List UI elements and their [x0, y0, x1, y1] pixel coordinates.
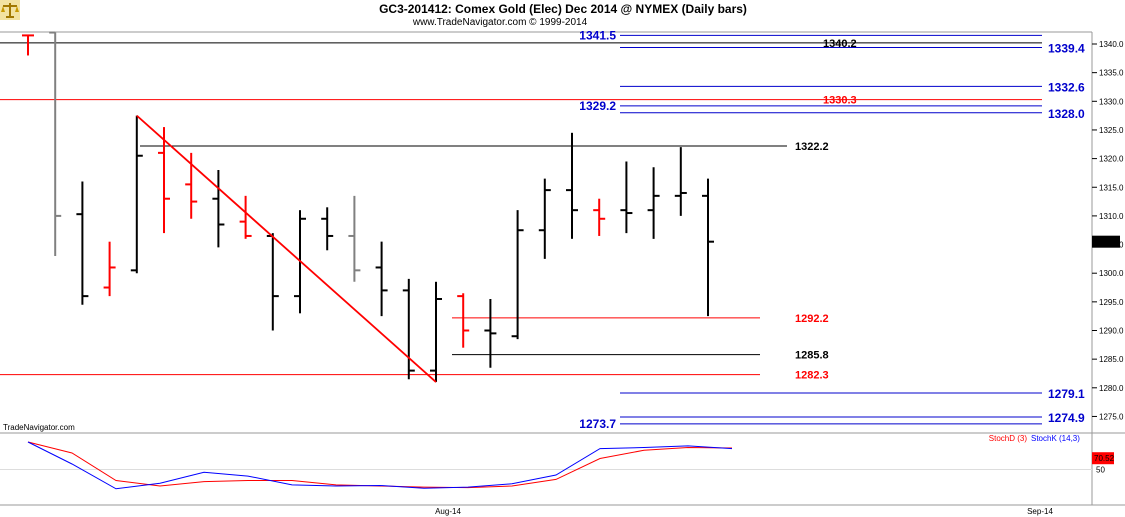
- y-tick-label: 1330.0: [1099, 97, 1124, 106]
- ohlc-bar: [484, 298, 497, 368]
- ohlc-bar: [430, 281, 442, 383]
- y-tick-label: 1280.0: [1099, 384, 1124, 393]
- level-label: 1279.1: [1048, 387, 1085, 401]
- level-label: 1340.2: [823, 38, 857, 50]
- stoch-last-label: 70.52: [1094, 454, 1115, 463]
- ohlc-bar: [647, 167, 660, 239]
- ohlc-bar: [239, 195, 252, 239]
- ohlc-bar: [620, 161, 633, 234]
- level-label: 1330.3: [823, 95, 857, 107]
- y-tick-label: 1300.0: [1099, 269, 1124, 278]
- level-label: 1273.7: [579, 417, 616, 431]
- ohlc-bar: [511, 210, 524, 340]
- y-tick-label: 1320.0: [1099, 155, 1124, 164]
- scales-icon: [0, 0, 20, 20]
- y-tick-label: 1335.0: [1099, 69, 1124, 78]
- level-label: 1282.3: [795, 370, 829, 382]
- y-tick-label: 1290.0: [1099, 327, 1124, 336]
- level-label: 1292.2: [795, 313, 829, 325]
- ohlc-bar: [457, 293, 470, 348]
- ohlc-bar: [103, 241, 116, 297]
- level-label: 1341.5: [579, 28, 616, 42]
- ohlc-bar: [76, 181, 89, 305]
- y-tick-label: 1340.0: [1099, 40, 1124, 49]
- trendline: [136, 114, 437, 383]
- ohlc-bar: [130, 115, 143, 274]
- stoch-last-box: [1092, 452, 1114, 465]
- ohlc-bar: [402, 278, 415, 380]
- y-tick-label: 1315.0: [1099, 183, 1124, 192]
- x-tick-sep: Sep-14: [1027, 507, 1053, 516]
- ohlc-bar: [22, 34, 34, 56]
- ohlc-bar: [674, 147, 687, 216]
- level-label: 1339.4: [1048, 41, 1085, 55]
- y-axis: 1340.0 1335.0 1330.0 1325.0 1320.0 1315.0 1310…: [1092, 40, 1124, 421]
- y-tick-label: 1310.0: [1099, 212, 1124, 221]
- ohlc-bar: [212, 170, 225, 248]
- y-tick-label: 1325.0: [1099, 126, 1124, 135]
- watermark: TradeNavigator.com: [3, 423, 75, 432]
- chart-subtitle: www.TradeNavigator.com © 1999-2014: [412, 17, 588, 28]
- y-tick-label: 1285.0: [1099, 355, 1124, 364]
- stoch-tick-label: 50: [1096, 466, 1105, 475]
- level-label: 1329.2: [579, 99, 616, 113]
- ohlc-bar: [321, 207, 334, 251]
- x-tick-aug: Aug-14: [435, 507, 461, 516]
- ohlc-bar: [702, 178, 714, 317]
- ohlc-bar: [49, 31, 62, 257]
- level-label: 1328.0: [1048, 107, 1085, 121]
- stochastic-panel: StochD (3) StochK (14,3) 70.52 50: [0, 434, 1115, 490]
- level-label: 1285.8: [795, 350, 829, 362]
- stoch-k-legend: StochK (14,3): [1031, 434, 1080, 443]
- bars-layer: [22, 31, 714, 383]
- ohlc-bar: [375, 241, 388, 317]
- stoch-d-line: [27, 441, 733, 489]
- stoch-k-line: [27, 441, 733, 490]
- levels-layer: 1341.5 1340.2 1339.4 1332.6 1330.3 1329.2 1328…: [0, 28, 1085, 431]
- y-tick-label: 1275.0: [1099, 412, 1124, 421]
- trendline-layer: [136, 114, 437, 383]
- level-label: 1332.6: [1048, 80, 1085, 94]
- stoch-d-legend: StochD (3): [989, 434, 1028, 443]
- chart-title: GC3-201412: Comex Gold (Elec) Dec 2014 @…: [379, 2, 747, 16]
- last-price-label: 1305.5: [1094, 238, 1119, 247]
- y-tick-label: 1295.0: [1099, 298, 1124, 307]
- ohlc-bar: [538, 178, 551, 259]
- ohlc-bar: [593, 198, 606, 236]
- level-label: 1322.2: [795, 141, 829, 153]
- level-label: 1274.9: [1048, 411, 1085, 425]
- ohlc-bar: [158, 127, 170, 234]
- last-price-box: [1092, 235, 1120, 248]
- ohlc-bar: [566, 132, 578, 239]
- ohlc-bar: [348, 195, 361, 282]
